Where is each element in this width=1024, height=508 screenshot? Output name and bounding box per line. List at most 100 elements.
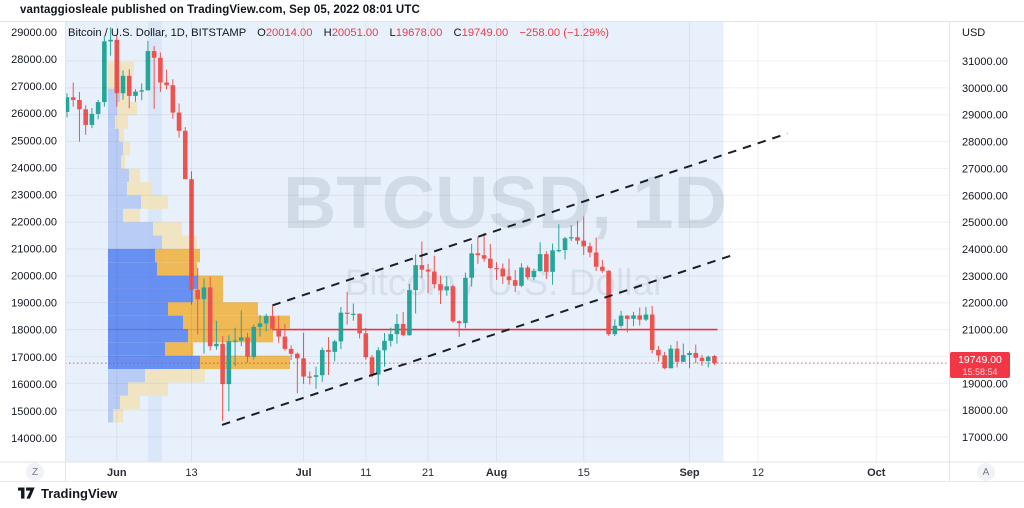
volume-profile-bar-up: [120, 395, 140, 410]
volume-profile-bar-up: [129, 168, 140, 183]
candle-body: [681, 355, 686, 362]
candle-body: [606, 270, 611, 335]
volume-profile-bar-down: [108, 222, 153, 236]
candle-body: [70, 97, 76, 100]
candle-body: [214, 343, 219, 347]
volume-profile-bar-up: [117, 102, 137, 116]
candle-body: [251, 326, 257, 357]
candle-body: [618, 315, 624, 326]
right-axis-label: 25000.00: [962, 217, 1008, 229]
candle-body: [431, 271, 437, 285]
candle-body: [500, 268, 506, 277]
candle-body: [519, 267, 524, 286]
trendline-dashed: [272, 132, 788, 307]
left-price-axis[interactable]: 29000.00 28000.00 27000.00 26000.00 25000.00…: [11, 27, 57, 445]
auto-scale-button[interactable]: A: [977, 463, 995, 481]
time-axis-label: Oct: [867, 467, 886, 479]
candle-body: [544, 254, 549, 272]
candle-body: [705, 356, 711, 361]
left-axis-label: 26000.00: [11, 108, 57, 120]
candle-body: [120, 75, 126, 94]
volume-profile-bar-up: [141, 195, 168, 209]
left-axis-label: 28000.00: [11, 54, 57, 66]
candle-body: [232, 340, 238, 342]
candle-body: [687, 352, 692, 356]
volume-profile-bar-up: [162, 235, 197, 249]
volume-profile-bar-up: [108, 62, 134, 76]
candle-body: [382, 340, 387, 351]
high-value: 20051.00: [331, 27, 379, 39]
candle-body: [469, 253, 474, 278]
candle-body: [332, 341, 337, 352]
time-axis-label: Aug: [486, 467, 507, 479]
timezone-button[interactable]: Z: [26, 463, 44, 481]
symbol-title: Bitcoin / U.S. Dollar, 1D, BITSTAMP: [68, 27, 247, 39]
time-axis-label: Sep: [679, 467, 699, 479]
candle-body: [108, 39, 113, 42]
candle-body: [195, 289, 201, 300]
candle-body: [624, 315, 630, 319]
current-price-badge[interactable]: 19749.00 15:58:54: [950, 352, 1010, 378]
candle-body: [568, 237, 574, 239]
candle-body: [506, 276, 512, 281]
candle-body: [388, 334, 394, 341]
volume-profile-bar-up: [127, 182, 152, 196]
candle-body: [263, 316, 269, 324]
candle-body: [581, 240, 587, 247]
right-price-axis[interactable]: 31000.00 30000.00 29000.00 28000.00 27000.00…: [962, 56, 1008, 444]
candle-body: [239, 337, 244, 341]
volume-profile-bar-up: [123, 142, 130, 156]
candle-body: [674, 348, 680, 362]
volume-profile-bar-down: [108, 115, 115, 129]
candle-body: [139, 90, 145, 92]
time-axis-label: 15: [578, 467, 590, 479]
left-axis-label: 27000.00: [11, 81, 57, 93]
right-axis-label: 22000.00: [962, 298, 1008, 310]
volume-profile-bar-down: [108, 355, 200, 370]
candle-body: [326, 349, 331, 352]
volume-profile-bar-down: [108, 302, 168, 316]
left-axis-label: 23000.00: [11, 189, 57, 201]
candle-body: [668, 348, 674, 369]
grid: [65, 22, 950, 462]
candle-body: [631, 315, 636, 319]
candle-body: [344, 312, 350, 314]
volume-profile-bar-up: [128, 382, 168, 396]
candle-body: [612, 325, 618, 335]
candles-layer: [65, 27, 717, 421]
candle-body: [456, 321, 462, 324]
left-axis-label: 19000.00: [11, 298, 57, 310]
candle-body: [649, 314, 655, 350]
candle-body: [164, 82, 169, 86]
volume-profile-bar-down: [108, 329, 188, 343]
candle-body: [301, 358, 306, 377]
candle-body: [407, 290, 412, 336]
volume-profile-bar-up: [119, 128, 124, 143]
candle-body: [176, 112, 182, 131]
volume-profile-bar-down: [108, 235, 162, 249]
volume-profile-bar-up: [157, 262, 197, 276]
candle-body: [182, 130, 188, 180]
left-axis-label: 25000.00: [11, 135, 57, 147]
volume-profile-bar-up: [145, 369, 205, 383]
candle-body: [693, 352, 699, 358]
volume-profile-bar-down: [108, 288, 193, 303]
right-axis-label: 28000.00: [962, 137, 1008, 149]
time-axis-label: 13: [185, 467, 197, 479]
time-axis[interactable]: Jun 13 Jul 11 21 Aug 15 Sep 12 Oct: [107, 467, 886, 479]
candle-body: [637, 315, 643, 320]
candle-body: [158, 57, 163, 83]
candle-body: [525, 267, 530, 278]
candle-body: [338, 312, 344, 342]
time-axis-label: 21: [422, 467, 434, 479]
volume-profile-bar-down: [108, 102, 117, 116]
left-axis-label: 24000.00: [11, 162, 57, 174]
candle-body: [220, 343, 225, 385]
candle-body: [95, 102, 101, 114]
tradingview-attribution[interactable]: TradingView: [18, 486, 117, 501]
volume-profile-bar-down: [108, 182, 127, 196]
volume-profile-bar-down: [108, 382, 128, 396]
plot-area: BTCUSD, 1D Bitcoin / U.S. Dollar: [65, 22, 950, 462]
candle-body: [444, 286, 450, 291]
